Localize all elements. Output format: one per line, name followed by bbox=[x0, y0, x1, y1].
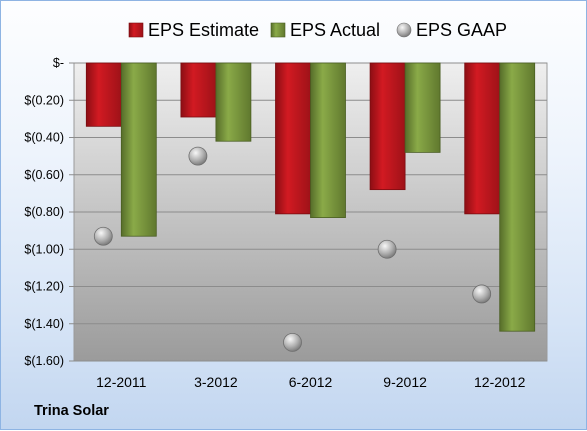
legend-swatch-estimate bbox=[128, 22, 144, 38]
x-tick-label-1: 3-2012 bbox=[194, 374, 238, 390]
legend-swatch-actual bbox=[270, 22, 286, 38]
estimate-bar-4 bbox=[464, 62, 501, 215]
y-tick-label-1: $(0.20) bbox=[24, 93, 64, 107]
x-tick-label-2: 6-2012 bbox=[289, 374, 333, 390]
company-label: Trina Solar bbox=[34, 403, 109, 419]
x-tick-label-3: 9-2012 bbox=[383, 374, 427, 390]
x-tick-label-4: 12-2012 bbox=[474, 374, 526, 390]
gaap-markers bbox=[93, 146, 492, 352]
legend-label-0: EPS Estimate bbox=[148, 20, 259, 40]
gaap-marker-2 bbox=[283, 332, 302, 352]
actual-bar-4 bbox=[499, 62, 536, 332]
estimate-bar-1 bbox=[180, 62, 217, 118]
y-tick-label-8: $(1.60) bbox=[24, 354, 64, 368]
y-tick-label-2: $(0.40) bbox=[24, 131, 64, 145]
y-tick-label-4: $(0.80) bbox=[24, 205, 64, 219]
x-tick-label-0: 12-2011 bbox=[96, 374, 147, 390]
y-tick-label-6: $(1.20) bbox=[24, 280, 64, 294]
gaap-marker-1 bbox=[188, 146, 208, 166]
estimate-bar-2 bbox=[275, 62, 311, 215]
legend-swatch-gaap bbox=[396, 22, 412, 38]
y-tick-label-0: $- bbox=[53, 56, 64, 70]
x-axis-ticks: 12-2011 3-2012 6-2012 9-2012 12-2012 bbox=[96, 374, 525, 390]
gaap-marker-3 bbox=[377, 239, 397, 259]
actual-bar-2 bbox=[310, 62, 346, 218]
gaap-marker-0 bbox=[93, 226, 113, 246]
bars bbox=[85, 62, 536, 332]
y-axis-ticks: $- $(0.20) $(0.40) $(0.60) $(0.80) $(1.00) $(1… bbox=[24, 56, 64, 368]
y-tick-label-7: $(1.40) bbox=[24, 317, 64, 331]
y-tick-label-5: $(1.00) bbox=[24, 242, 64, 256]
estimate-bar-3 bbox=[369, 62, 406, 191]
legend-label-1: EPS Actual bbox=[290, 20, 380, 40]
actual-bar-1 bbox=[215, 62, 252, 142]
actual-bar-3 bbox=[404, 62, 441, 153]
estimate-bar-0 bbox=[85, 62, 122, 127]
legend-label-2: EPS GAAP bbox=[416, 20, 507, 40]
actual-bar-0 bbox=[120, 62, 157, 237]
gaap-marker-4 bbox=[472, 284, 492, 304]
y-tick-label-3: $(0.60) bbox=[24, 168, 64, 182]
legend: EPS Estimate EPS Actual EPS GAAP bbox=[128, 20, 507, 40]
